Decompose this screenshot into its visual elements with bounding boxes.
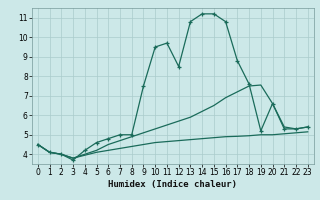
- X-axis label: Humidex (Indice chaleur): Humidex (Indice chaleur): [108, 180, 237, 189]
